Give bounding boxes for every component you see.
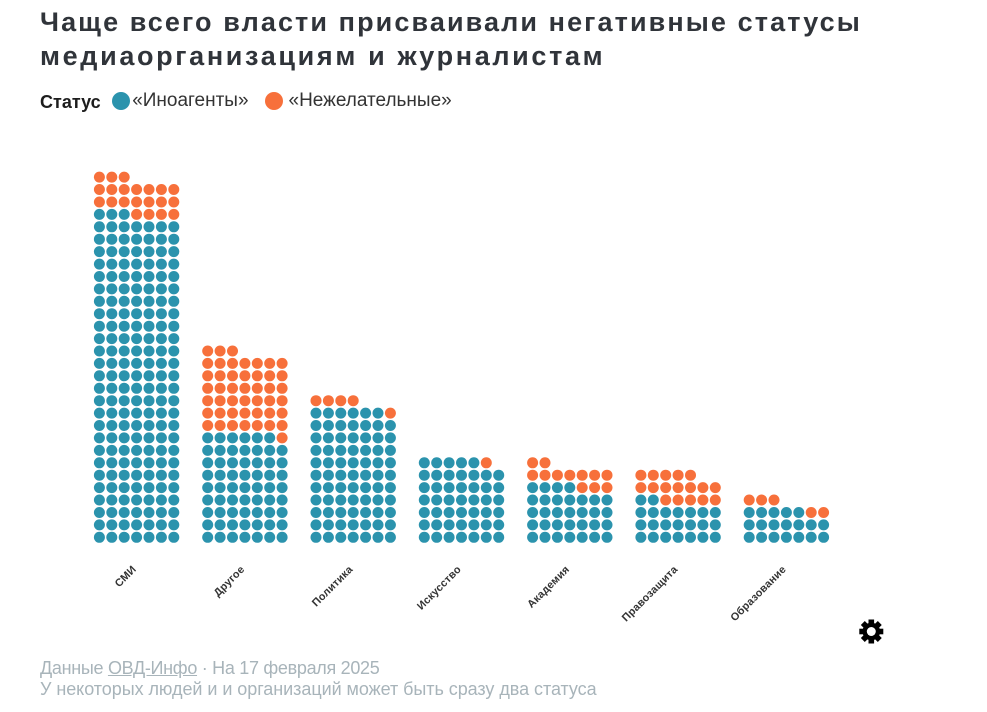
svg-text:Академия: Академия	[525, 564, 572, 611]
svg-text:Правозащита: Правозащита	[620, 563, 681, 624]
svg-text:Искусство: Искусство	[415, 563, 464, 612]
svg-text:Образование: Образование	[728, 564, 788, 624]
svg-text:Политика: Политика	[310, 563, 356, 609]
svg-text:СМИ: СМИ	[113, 564, 139, 590]
svg-text:Другое: Другое	[212, 564, 248, 600]
